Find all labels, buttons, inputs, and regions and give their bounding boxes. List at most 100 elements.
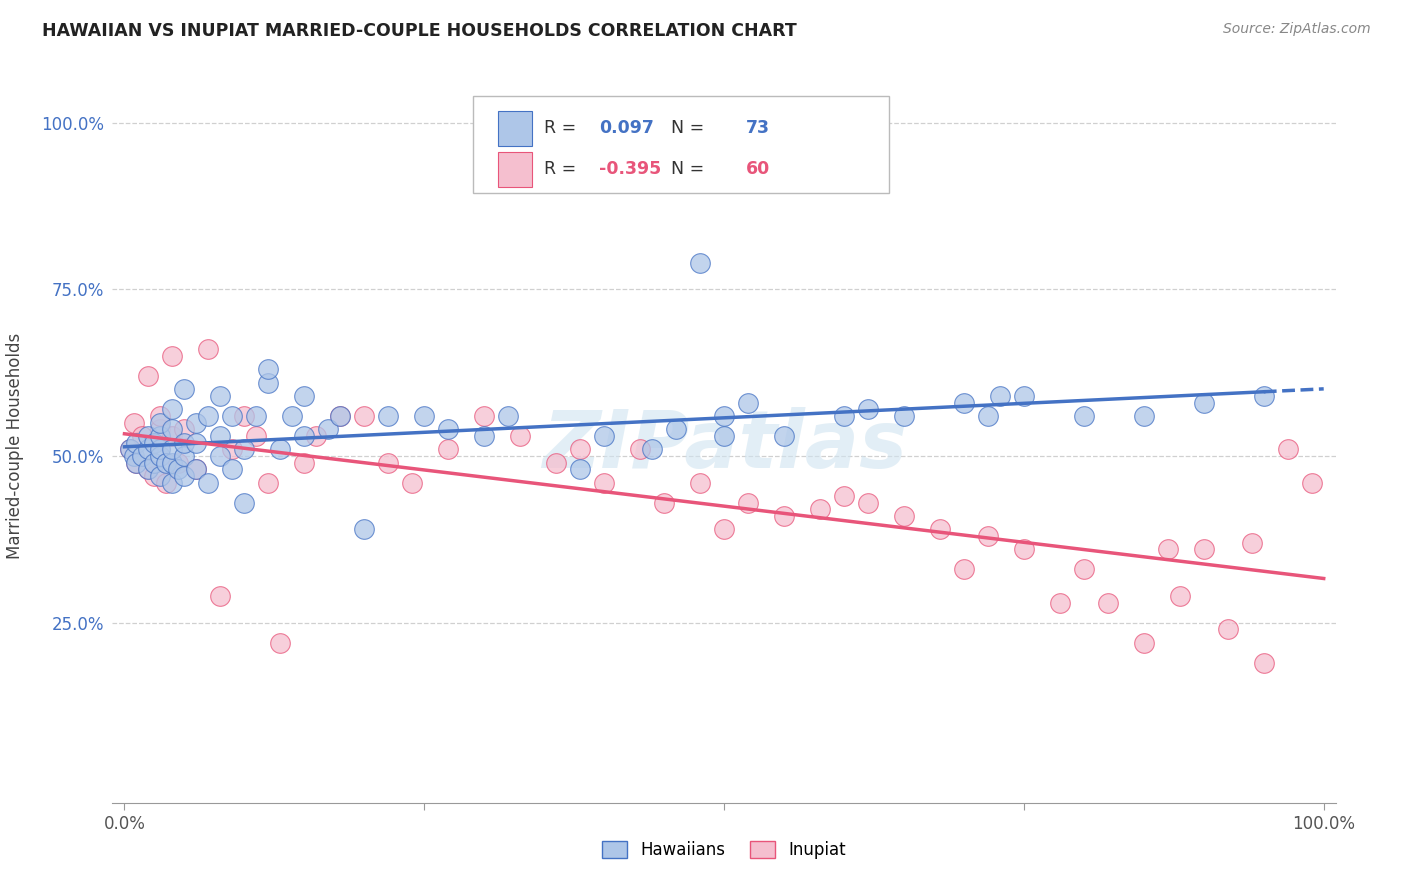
- Point: [1157, 542, 1180, 557]
- Point: [1097, 596, 1119, 610]
- Point: [652, 496, 675, 510]
- Point: [186, 416, 208, 430]
- Point: [377, 409, 399, 423]
- Point: [233, 442, 256, 457]
- Point: [437, 422, 460, 436]
- Text: ZIPatlas: ZIPatlas: [541, 407, 907, 485]
- Point: [186, 435, 208, 450]
- Point: [125, 456, 148, 470]
- FancyBboxPatch shape: [474, 96, 889, 193]
- Legend: Hawaiians, Inupiat: Hawaiians, Inupiat: [595, 834, 853, 866]
- Point: [472, 429, 495, 443]
- Point: [162, 442, 184, 457]
- Text: R =: R =: [544, 161, 582, 178]
- Text: 0.097: 0.097: [599, 120, 654, 137]
- Point: [125, 456, 148, 470]
- Point: [929, 522, 952, 536]
- Point: [162, 429, 184, 443]
- Point: [569, 462, 592, 476]
- Point: [162, 349, 184, 363]
- Point: [401, 475, 423, 490]
- Point: [138, 462, 160, 476]
- Point: [977, 529, 1000, 543]
- Point: [377, 456, 399, 470]
- Point: [737, 496, 759, 510]
- Point: [138, 368, 160, 383]
- Point: [173, 422, 195, 436]
- Point: [773, 509, 796, 524]
- Point: [162, 475, 184, 490]
- Point: [209, 589, 232, 603]
- Text: N =: N =: [661, 161, 710, 178]
- Point: [893, 409, 915, 423]
- Point: [131, 429, 153, 443]
- Point: [593, 429, 616, 443]
- Point: [1073, 562, 1095, 576]
- Point: [665, 422, 688, 436]
- Point: [988, 389, 1011, 403]
- FancyBboxPatch shape: [498, 153, 531, 186]
- Point: [689, 255, 711, 269]
- Point: [773, 429, 796, 443]
- Point: [856, 402, 879, 417]
- Point: [197, 343, 219, 357]
- Point: [245, 409, 267, 423]
- Point: [893, 509, 915, 524]
- Point: [305, 429, 328, 443]
- Point: [1301, 475, 1323, 490]
- Point: [353, 522, 375, 536]
- Point: [149, 469, 172, 483]
- Point: [233, 409, 256, 423]
- Point: [257, 376, 280, 390]
- Point: [257, 475, 280, 490]
- Point: [186, 462, 208, 476]
- Point: [120, 442, 142, 457]
- Point: [641, 442, 664, 457]
- Point: [1253, 389, 1275, 403]
- Text: HAWAIIAN VS INUPIAT MARRIED-COUPLE HOUSEHOLDS CORRELATION CHART: HAWAIIAN VS INUPIAT MARRIED-COUPLE HOUSE…: [42, 22, 797, 40]
- Point: [197, 409, 219, 423]
- Point: [713, 522, 735, 536]
- Point: [413, 409, 436, 423]
- Point: [1049, 596, 1071, 610]
- Point: [197, 475, 219, 490]
- Point: [221, 442, 243, 457]
- Point: [125, 435, 148, 450]
- Point: [689, 475, 711, 490]
- Point: [167, 456, 190, 470]
- Point: [143, 469, 166, 483]
- Point: [1277, 442, 1299, 457]
- Point: [1192, 542, 1215, 557]
- Text: 73: 73: [747, 120, 770, 137]
- Point: [546, 456, 568, 470]
- Point: [186, 462, 208, 476]
- Point: [832, 409, 855, 423]
- Point: [269, 442, 291, 457]
- Point: [832, 489, 855, 503]
- Point: [437, 442, 460, 457]
- Point: [628, 442, 651, 457]
- Point: [593, 475, 616, 490]
- Point: [149, 416, 172, 430]
- Point: [173, 449, 195, 463]
- Point: [1073, 409, 1095, 423]
- Point: [808, 502, 831, 516]
- Point: [149, 409, 172, 423]
- Point: [977, 409, 1000, 423]
- Point: [173, 435, 195, 450]
- Point: [713, 409, 735, 423]
- Point: [143, 435, 166, 450]
- Point: [209, 389, 232, 403]
- Point: [167, 462, 190, 476]
- Point: [173, 382, 195, 396]
- Point: [1133, 409, 1156, 423]
- Point: [245, 429, 267, 443]
- Point: [1216, 623, 1239, 637]
- Point: [120, 442, 142, 457]
- Point: [713, 429, 735, 443]
- Y-axis label: Married-couple Households: Married-couple Households: [7, 333, 24, 559]
- Point: [162, 402, 184, 417]
- Point: [1012, 542, 1035, 557]
- FancyBboxPatch shape: [498, 112, 531, 145]
- Point: [353, 409, 375, 423]
